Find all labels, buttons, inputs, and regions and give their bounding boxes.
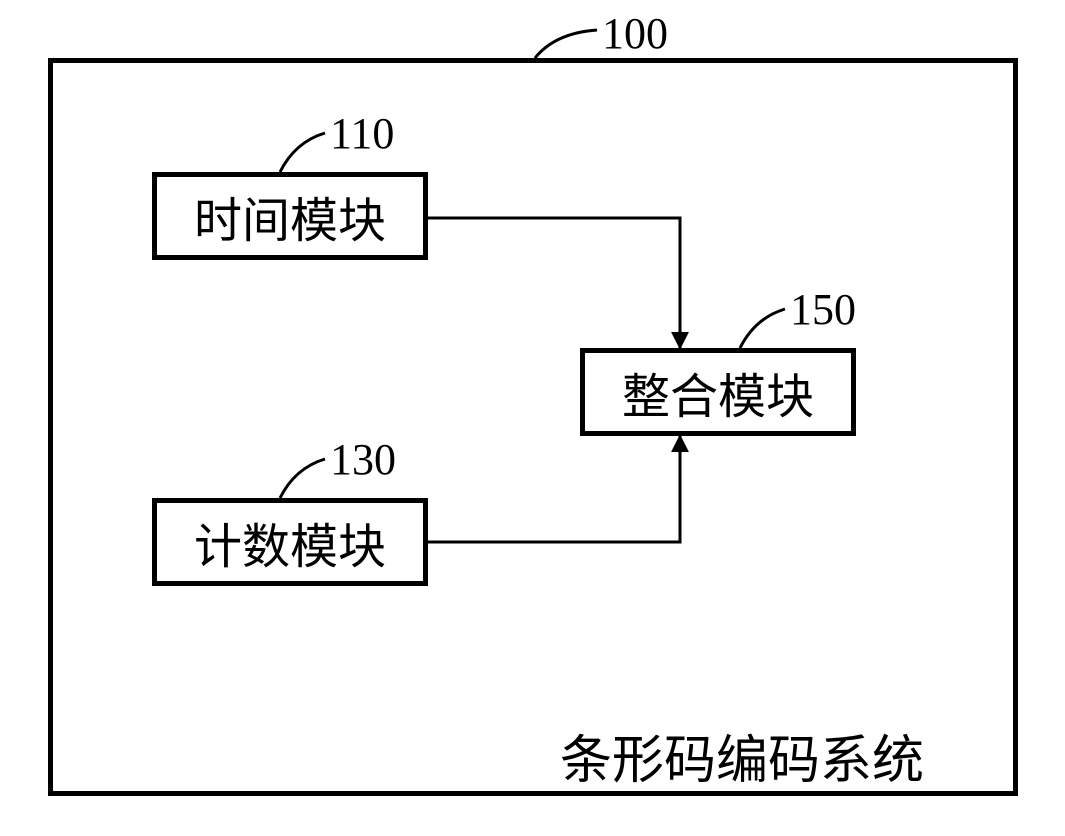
time-module-label: 110 [330, 108, 394, 159]
diagram-canvas: 100 条形码编码系统 时间模块 110 计数模块 130 整合模块 150 [0, 0, 1065, 836]
count-module-box: 计数模块 [152, 498, 428, 586]
system-container-box [48, 58, 1018, 796]
system-container-label: 100 [602, 8, 668, 59]
time-module-text: 时间模块 [194, 181, 386, 251]
integrate-module-label: 150 [790, 284, 856, 335]
time-module-box: 时间模块 [152, 172, 428, 260]
system-caption: 条形码编码系统 [560, 718, 924, 793]
integrate-module-text: 整合模块 [622, 357, 814, 427]
count-module-label: 130 [330, 434, 396, 485]
integrate-module-box: 整合模块 [580, 348, 856, 436]
count-module-text: 计数模块 [194, 507, 386, 577]
